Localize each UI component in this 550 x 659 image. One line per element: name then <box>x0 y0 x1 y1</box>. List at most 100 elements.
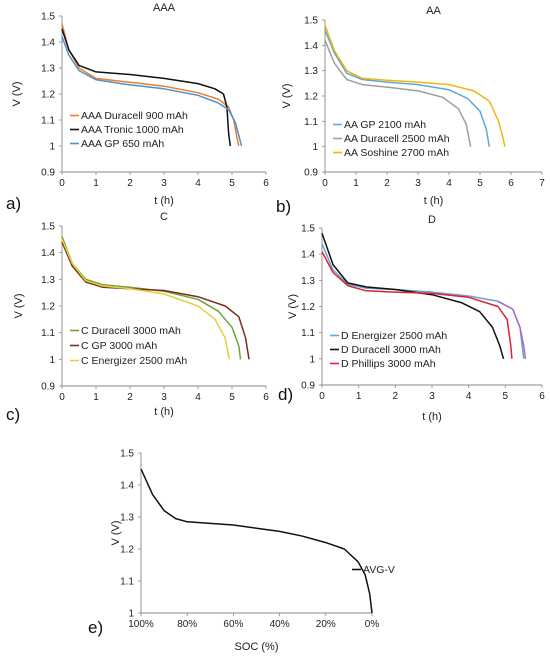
y-tick-label: 1 <box>49 142 55 153</box>
x-axis-label: t (h) <box>154 406 174 418</box>
panel-c: C 0.9 1 1.1 1.2 1.3 1.4 1.5 0 1 2 3 4 5 6 t (h) V (V) C D… <box>6 211 269 424</box>
legend-entry: D Duracell 3000 mAh <box>341 344 441 356</box>
legend-entry: C Duracell 3000 mAh <box>81 325 181 337</box>
panel-title: D <box>428 214 436 226</box>
x-tick-label: 5 <box>503 391 509 402</box>
y-tick-label: 1.3 <box>120 513 134 524</box>
y-tick-label: 1.5 <box>41 12 55 23</box>
x-tick-label: 1 <box>93 392 99 403</box>
y-tick-label: 1.2 <box>120 545 134 556</box>
legend-entry: AA Duracell 2500 mAh <box>344 133 450 145</box>
panel-d: D 0.9 1 1.1 1.2 1.3 1.4 1.5 0 1 2 3 4 5 6 t (h) V (V) D E… <box>278 214 545 423</box>
y-tick-label: 1 <box>309 354 315 365</box>
series-line <box>140 468 373 614</box>
x-tick-label: 0 <box>319 391 325 402</box>
y-tick-label: 1.3 <box>301 276 315 287</box>
y-axis-label: V (V) <box>11 81 23 106</box>
panel-label: b) <box>276 197 291 216</box>
x-axis-label: SOC (%) <box>235 641 279 653</box>
x-tick-label: 0 <box>59 392 65 403</box>
y-tick-label: 1 <box>312 142 318 153</box>
y-axis-label: V (V) <box>13 293 25 318</box>
y-tick-label: 1.4 <box>304 41 318 52</box>
x-tick-label: 4 <box>195 178 201 189</box>
y-axis-label: V (V) <box>281 83 293 108</box>
y-tick-label: 0.9 <box>41 382 55 393</box>
y-tick-label: 1.1 <box>304 117 318 128</box>
legend-entry: AA Soshine 2700 mAh <box>344 147 449 159</box>
x-tick-label: 6 <box>263 392 269 403</box>
legend-entry: D Energizer 2500 mAh <box>341 330 447 342</box>
x-tick-label: 60% <box>223 619 243 630</box>
series-line <box>497 300 527 359</box>
panel-b: AA 0.9 1 1.1 1.2 1.3 1.4 1.5 0 1 2 3 4 5 6 7 t (h) V (V) A… <box>276 5 545 216</box>
x-tick-label: 2 <box>393 391 399 402</box>
x-tick-label: 4 <box>195 392 201 403</box>
x-tick-label: 20% <box>316 619 336 630</box>
panel-title: AAA <box>153 2 176 14</box>
x-tick-label: 0 <box>322 178 328 189</box>
legend-entry: AAA Tronic 1000 mAh <box>81 124 184 136</box>
y-tick-label: 1.5 <box>120 449 134 460</box>
x-tick-label: 0% <box>365 619 380 630</box>
y-tick-label: 1.5 <box>41 222 55 233</box>
legend-entry: D Phillips 3000 mAh <box>341 358 436 370</box>
panel-label: d) <box>278 385 293 404</box>
y-tick-label: 1.4 <box>301 250 315 261</box>
x-tick-label: 0 <box>59 178 65 189</box>
y-tick-label: 1.3 <box>41 275 55 286</box>
x-tick-label: 80% <box>177 619 197 630</box>
y-tick-label: 1.1 <box>301 328 315 339</box>
x-tick-label: 3 <box>161 392 167 403</box>
panel-label: e) <box>88 618 103 637</box>
series-line <box>61 36 243 147</box>
x-tick-label: 2 <box>127 178 133 189</box>
series-line <box>324 24 506 147</box>
x-tick-label: 6 <box>508 178 514 189</box>
panel-a: AAA 0.9 1 1.1 1.2 1.3 1.4 1.5 0 1 2 3 4 5 6 t (h) V (V) A… <box>6 2 269 213</box>
series-line <box>321 251 513 359</box>
x-tick-label: 5 <box>229 392 235 403</box>
legend-entry: AA GP 2100 mAh <box>344 119 426 131</box>
x-tick-label: 6 <box>263 178 269 189</box>
x-tick-label: 1 <box>93 178 99 189</box>
x-tick-label: 4 <box>446 178 452 189</box>
y-tick-label: 0.9 <box>41 168 55 179</box>
panel-title: C <box>160 211 168 223</box>
x-tick-label: 3 <box>415 178 421 189</box>
x-tick-label: 3 <box>429 391 435 402</box>
y-tick-label: 1.5 <box>301 224 315 235</box>
x-tick-label: 100% <box>128 619 154 630</box>
y-tick-label: 1.4 <box>120 481 134 492</box>
x-tick-label: 7 <box>539 178 545 189</box>
y-tick-label: 1.1 <box>41 116 55 127</box>
y-tick-label: 1.5 <box>304 16 318 27</box>
y-tick-label: 0.9 <box>304 168 318 179</box>
series-line <box>61 23 240 147</box>
panel-title: AA <box>426 5 441 17</box>
panel-label: a) <box>6 194 21 213</box>
x-tick-label: 3 <box>161 178 167 189</box>
y-tick-label: 1.4 <box>41 38 55 49</box>
x-tick-label: 5 <box>229 178 235 189</box>
x-tick-label: 2 <box>384 178 390 189</box>
x-axis-label: t (h) <box>424 195 444 207</box>
y-axis-label: V (V) <box>287 294 299 319</box>
y-tick-label: 0.9 <box>301 381 315 392</box>
y-tick-label: 1.4 <box>41 248 55 259</box>
y-tick-label: 1.2 <box>41 90 55 101</box>
y-tick-label: 1 <box>128 609 134 620</box>
series-line <box>61 28 232 147</box>
y-tick-label: 1.2 <box>301 302 315 313</box>
y-tick-label: 1.1 <box>120 577 134 588</box>
series-line <box>324 40 472 147</box>
series-line <box>324 29 491 147</box>
x-tick-label: 2 <box>127 392 133 403</box>
x-tick-label: 6 <box>539 391 545 402</box>
legend-entry: C Energizer 2500 mAh <box>81 355 187 367</box>
y-tick-label: 1.3 <box>41 64 55 75</box>
legend-entry: AAA Duracell 900 mAh <box>81 110 188 122</box>
x-tick-label: 5 <box>477 178 483 189</box>
legend-entry: C GP 3000 mAh <box>81 340 157 352</box>
